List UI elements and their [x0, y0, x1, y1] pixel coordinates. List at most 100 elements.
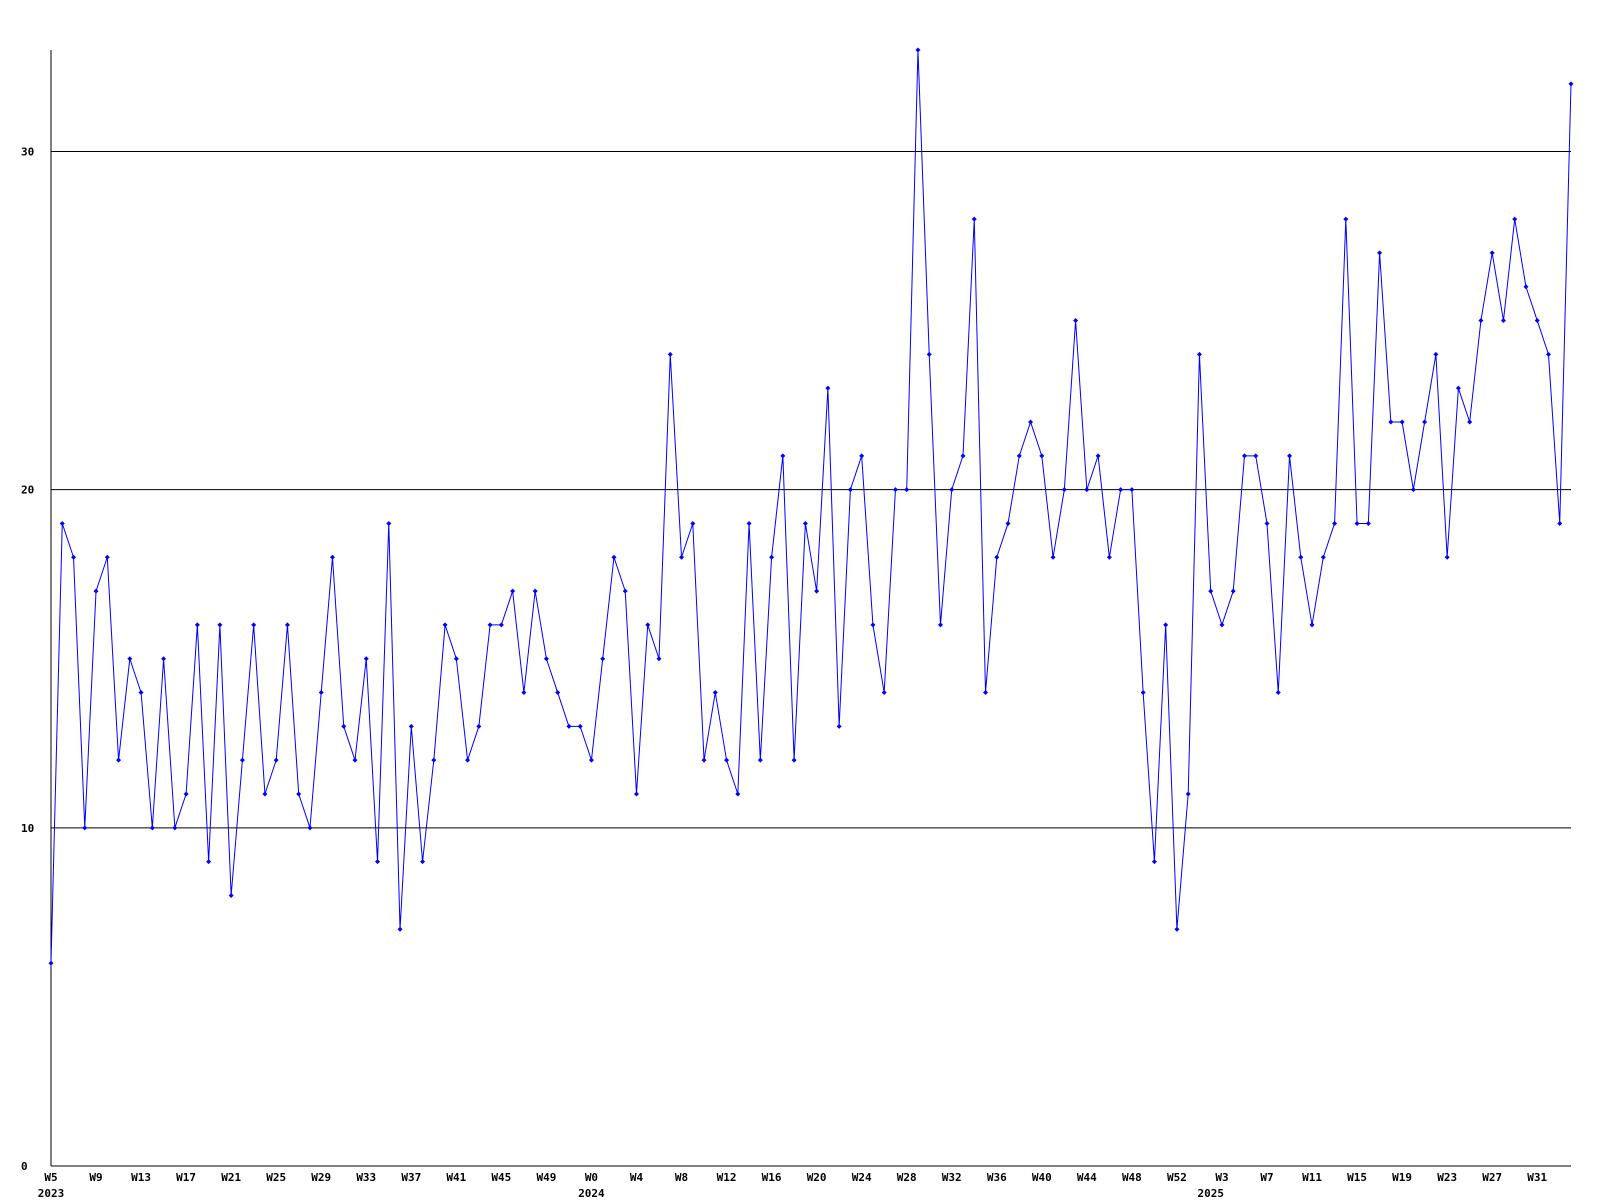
- point-marker: [1388, 419, 1394, 425]
- point-marker: [341, 723, 347, 729]
- point-marker: [555, 690, 561, 696]
- x-tick-label: W0: [585, 1171, 598, 1184]
- point-marker: [442, 622, 448, 628]
- x-tick-label: W7: [1260, 1171, 1273, 1184]
- x-tick-label: W17: [176, 1171, 196, 1184]
- point-marker: [904, 487, 910, 493]
- point-marker: [588, 757, 594, 763]
- point-marker: [172, 825, 178, 831]
- point-marker: [791, 757, 797, 763]
- point-marker: [251, 622, 257, 628]
- point-marker: [431, 757, 437, 763]
- point-marker: [1196, 351, 1202, 357]
- series-line: [50, 49, 1572, 964]
- point-marker: [1253, 453, 1259, 459]
- point-marker: [194, 622, 200, 628]
- point-marker: [622, 588, 628, 594]
- point-marker: [926, 351, 932, 357]
- point-marker: [746, 520, 752, 526]
- point-marker: [949, 487, 955, 493]
- point-marker: [1365, 520, 1371, 526]
- point-marker: [1050, 554, 1056, 560]
- x-tick-label: W8: [675, 1171, 688, 1184]
- point-marker: [1557, 520, 1563, 526]
- x-tick-label: W28: [897, 1171, 917, 1184]
- point-marker: [1061, 487, 1067, 493]
- point-marker: [284, 622, 290, 628]
- point-marker: [937, 622, 943, 628]
- point-marker: [217, 622, 223, 628]
- point-marker: [1455, 385, 1461, 391]
- point-marker: [1298, 554, 1304, 560]
- x-tick-label: W15: [1347, 1171, 1367, 1184]
- point-marker: [183, 791, 189, 797]
- point-marker: [1332, 520, 1338, 526]
- point-marker: [1422, 419, 1428, 425]
- point-marker: [600, 656, 606, 662]
- point-marker: [453, 656, 459, 662]
- point-marker: [487, 622, 493, 628]
- x-year-label: 2024: [578, 1187, 605, 1200]
- point-marker: [971, 216, 977, 222]
- point-marker: [1174, 926, 1180, 932]
- point-marker: [1287, 453, 1293, 459]
- point-marker: [1163, 622, 1169, 628]
- point-marker: [521, 690, 527, 696]
- x-tick-label: W36: [987, 1171, 1007, 1184]
- point-marker: [543, 656, 549, 662]
- x-tick-label: W21: [221, 1171, 241, 1184]
- point-marker: [690, 520, 696, 526]
- point-marker: [93, 588, 99, 594]
- x-tick-label: W52: [1167, 1171, 1187, 1184]
- point-marker: [161, 656, 167, 662]
- point-marker: [1073, 318, 1079, 324]
- point-marker: [881, 690, 887, 696]
- point-marker: [859, 453, 865, 459]
- point-marker: [1320, 554, 1326, 560]
- point-marker: [1230, 588, 1236, 594]
- point-marker: [420, 859, 426, 865]
- point-marker: [408, 723, 414, 729]
- point-marker: [1309, 622, 1315, 628]
- point-marker: [566, 723, 572, 729]
- point-marker: [667, 351, 673, 357]
- point-marker: [1028, 419, 1034, 425]
- x-tick-label: W16: [762, 1171, 782, 1184]
- point-marker: [397, 926, 403, 932]
- point-marker: [1444, 554, 1450, 560]
- point-marker: [1016, 453, 1022, 459]
- point-marker: [1140, 690, 1146, 696]
- x-tick-label: W20: [807, 1171, 827, 1184]
- point-marker: [814, 588, 820, 594]
- point-marker: [577, 723, 583, 729]
- point-marker: [1219, 622, 1225, 628]
- point-marker: [1534, 318, 1540, 324]
- point-marker: [701, 757, 707, 763]
- point-marker: [82, 825, 88, 831]
- point-marker: [138, 690, 144, 696]
- point-marker: [1478, 318, 1484, 324]
- point-marker: [116, 757, 122, 763]
- point-marker: [465, 757, 471, 763]
- point-marker: [983, 690, 989, 696]
- point-marker: [1264, 520, 1270, 526]
- point-marker: [296, 791, 302, 797]
- point-marker: [735, 791, 741, 797]
- point-marker: [149, 825, 155, 831]
- point-marker: [1275, 690, 1281, 696]
- point-marker: [239, 757, 245, 763]
- x-tick-label: W4: [630, 1171, 644, 1184]
- point-marker: [836, 723, 842, 729]
- point-marker: [645, 622, 651, 628]
- x-tick-label: W12: [717, 1171, 737, 1184]
- x-tick-label: W25: [266, 1171, 286, 1184]
- point-marker: [994, 554, 1000, 560]
- point-marker: [656, 656, 662, 662]
- x-tick-label: W33: [356, 1171, 376, 1184]
- point-marker: [724, 757, 730, 763]
- point-marker: [915, 47, 921, 53]
- point-marker: [1410, 487, 1416, 493]
- x-tick-label: W45: [491, 1171, 511, 1184]
- point-marker: [1185, 791, 1191, 797]
- point-marker: [363, 656, 369, 662]
